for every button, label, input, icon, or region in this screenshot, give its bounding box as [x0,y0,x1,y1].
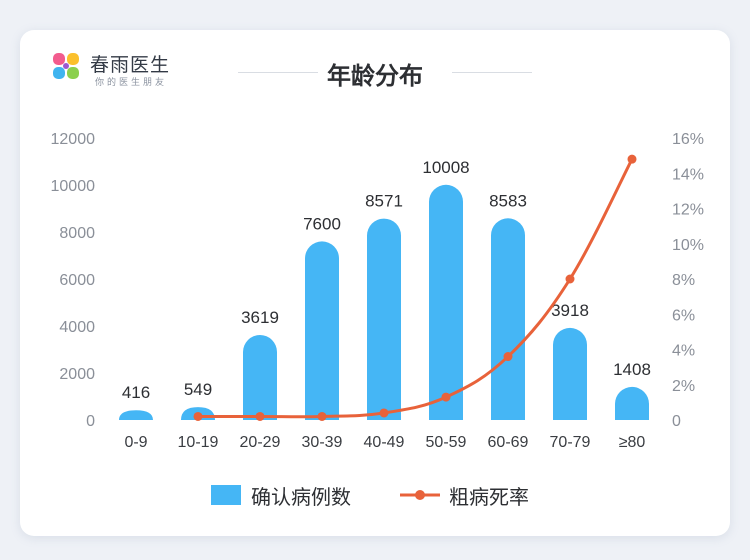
line-point [255,411,265,421]
bar [305,241,339,420]
y-right-tick-label: 16% [672,131,704,148]
logo-icon [53,53,79,79]
y-left-tick-label: 8000 [59,225,95,242]
bar [491,218,525,420]
bar-data-label: 8571 [365,192,403,211]
x-tick-label: 50-59 [426,434,467,451]
legend-bar-label: 确认病例数 [251,485,351,509]
brand-name: 春雨医生 [90,54,171,76]
x-tick-label: 60-69 [488,434,529,451]
bar-data-label: 10008 [422,158,469,177]
y-left-tick-label: 2000 [59,366,95,383]
x-tick-label: 30-39 [302,434,343,451]
line-point [503,352,513,362]
bar [615,386,649,420]
x-tick-label: 0-9 [124,434,147,451]
line-point [627,154,637,164]
bar-data-label: 8583 [489,191,527,210]
y-left-tick-label: 4000 [59,319,95,336]
bar-data-label: 7600 [303,214,341,233]
bar [553,327,587,420]
x-tick-label: 10-19 [178,434,219,451]
y-left-tick-label: 12000 [51,131,96,148]
line-point [379,408,389,418]
legend-line-swatch [400,490,440,500]
bar [243,334,277,420]
y-right-tick-label: 2% [672,378,695,395]
y-right-tick-label: 12% [672,202,704,219]
line-point [565,274,575,284]
bar [367,218,401,420]
title-divider-left [238,72,318,73]
title-divider-right [452,72,532,73]
y-right-tick-label: 4% [672,343,695,360]
legend-bar-swatch [211,485,241,505]
bar-data-label: 3918 [551,301,589,320]
y-left-tick-label: 10000 [51,178,96,195]
x-tick-label: 70-79 [550,434,591,451]
x-tick-label: 20-29 [240,434,281,451]
line-point [193,411,203,421]
y-left-tick-label: 6000 [59,272,95,289]
bar-data-label: 3619 [241,308,279,327]
y-right-tick-label: 0 [672,413,681,430]
x-tick-label: 40-49 [364,434,405,451]
bar-data-label: 1408 [613,360,651,379]
chart-title: 年龄分布 [327,62,423,90]
legend-line-label: 粗病死率 [449,485,529,509]
y-left-tick-label: 0 [86,413,95,430]
bar-data-label: 549 [184,380,212,399]
bar [119,410,153,420]
y-right-tick-label: 14% [672,166,704,183]
brand-slogan: 你的医生朋友 [95,78,168,88]
y-right-tick-label: 8% [672,272,695,289]
bar-data-label: 416 [122,383,150,402]
line-point [441,392,451,402]
y-right-tick-label: 10% [672,237,704,254]
bar [429,184,463,420]
line-point [317,411,327,421]
y-right-tick-label: 6% [672,307,695,324]
x-tick-label: ≥80 [619,434,646,451]
